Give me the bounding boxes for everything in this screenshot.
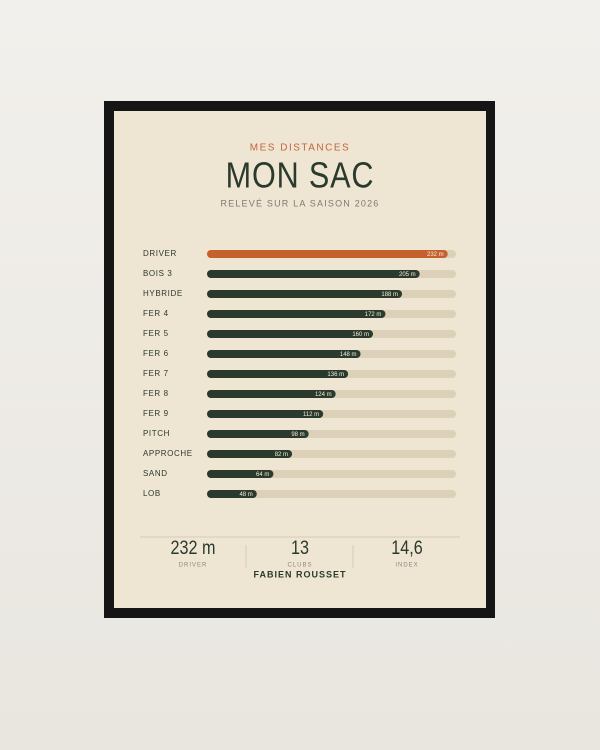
value-label: 188 m [381,292,398,298]
subtitle: RELEVÉ SUR LA SAISON 2026 [220,198,379,208]
category-label: FER 5 [143,329,169,338]
category-label: SAND [143,469,168,478]
category-label: FER 8 [143,389,169,398]
bar [207,370,349,378]
value-label: 82 m [275,452,288,458]
owner: FABIEN ROUSSET [253,569,346,579]
category-label: APPROCHE [143,449,193,458]
category-label: BOIS 3 [143,269,172,278]
value-label: 205 m [399,272,416,278]
category-label: FER 7 [143,369,169,378]
category-label: FER 6 [143,349,169,358]
bar [207,310,386,318]
stat-label: DRIVER [179,563,208,569]
stat-label: CLUBS [287,563,312,569]
bar [207,350,361,358]
bar [207,490,257,498]
value-label: 136 m [327,372,344,378]
category-label: FER 9 [143,409,169,418]
bar [207,390,336,398]
category-label: PITCH [143,429,170,438]
value-label: 98 m [291,432,304,438]
bar [207,470,274,478]
value-label: 124 m [315,392,332,398]
value-label: 172 m [365,312,382,318]
bar [207,250,448,258]
chart-title: MON SAC [226,156,375,196]
category-label: LOB [143,489,161,498]
bar [207,410,324,418]
category-label: DRIVER [143,249,177,258]
stat-value: 232 m [171,537,216,559]
bar [207,330,373,338]
bar [207,430,309,438]
paper [114,111,486,608]
value-label: 160 m [352,332,369,338]
bar [207,290,403,298]
kicker: MES DISTANCES [250,143,350,154]
stat-value: 13 [291,537,309,559]
stat-value: 14,6 [391,537,423,559]
bar-track [207,490,456,498]
category-label: HYBRIDE [143,289,183,298]
category-label: FER 4 [143,309,169,318]
value-label: 232 m [427,252,444,258]
bar [207,270,420,278]
value-label: 64 m [256,472,269,478]
value-label: 148 m [340,352,357,358]
value-label: 48 m [239,492,252,498]
value-label: 112 m [303,412,319,418]
bar [207,450,293,458]
stat-label: INDEX [395,563,418,569]
